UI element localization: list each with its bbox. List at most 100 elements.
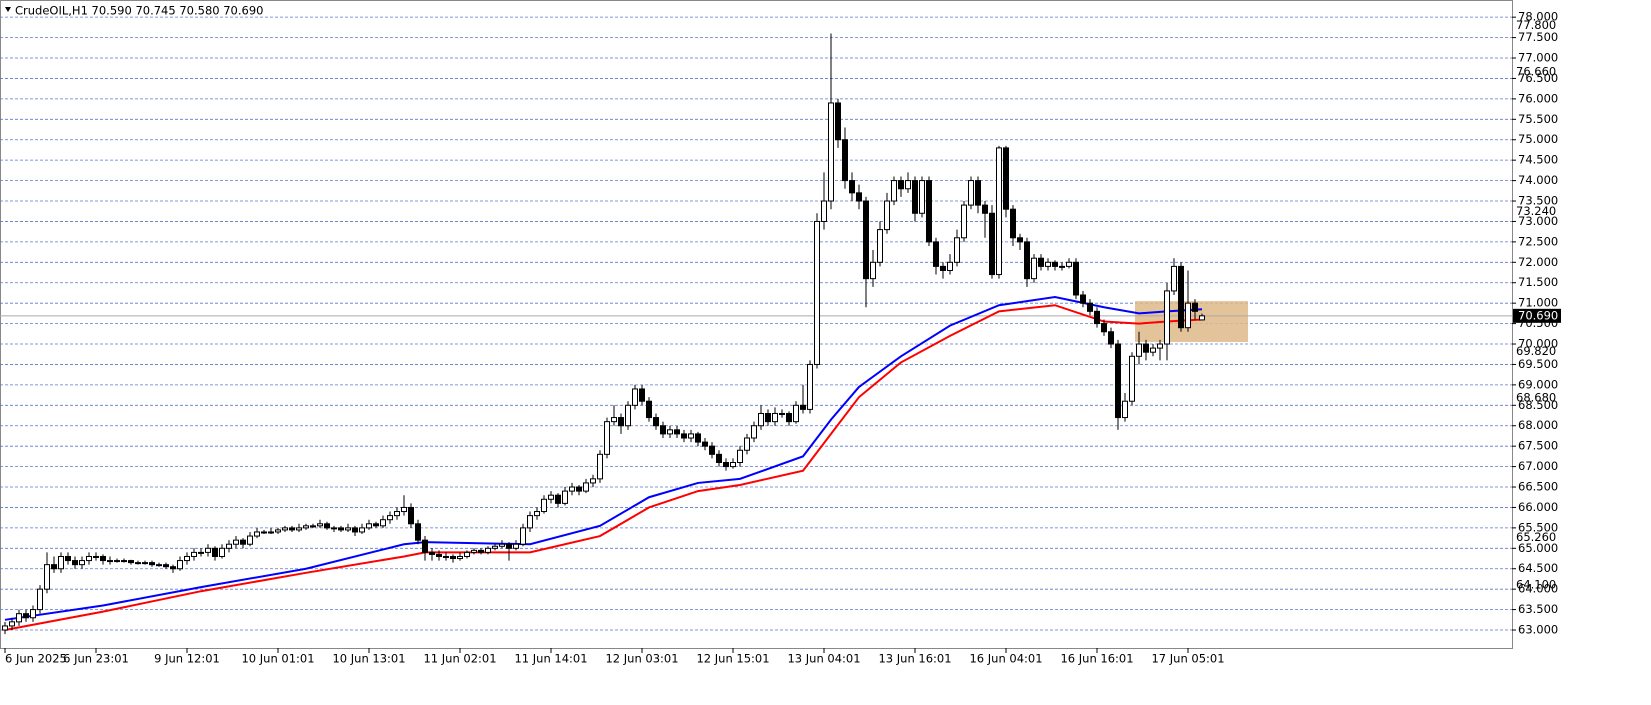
candle-body <box>331 527 337 530</box>
candle-body <box>408 506 414 525</box>
candle-body <box>464 551 470 557</box>
candle-body <box>737 449 743 464</box>
y-tick-label: 65.500 <box>1518 520 1558 534</box>
candle-body <box>898 180 904 190</box>
price-label: 73.240 <box>1516 204 1556 218</box>
price-label: 68.680 <box>1516 390 1556 404</box>
candle-body <box>303 525 309 529</box>
candle-body <box>443 555 449 558</box>
price-label: 77.800 <box>1516 18 1556 32</box>
candle-body <box>982 204 988 214</box>
y-tick-label: 75.000 <box>1518 132 1558 146</box>
candle-body <box>569 486 575 492</box>
candle-body <box>793 404 799 423</box>
candle-body <box>1073 261 1079 296</box>
candle-body <box>1157 343 1163 349</box>
candle-body <box>1108 331 1114 345</box>
candle-body <box>296 527 302 531</box>
candle-body <box>639 388 645 402</box>
candle-body <box>779 412 785 415</box>
candle-body <box>1143 343 1149 353</box>
candle-body <box>135 562 141 565</box>
candle-body <box>1066 261 1072 267</box>
candle-body <box>954 237 960 263</box>
candle-body <box>632 388 638 406</box>
candle-body <box>205 547 211 553</box>
candle-body <box>499 543 505 547</box>
candle-body <box>611 417 617 423</box>
last-price-label: 70.690 <box>1518 308 1558 322</box>
candle-body <box>170 566 176 570</box>
candle-body <box>730 462 736 468</box>
marks <box>2 33 1205 635</box>
zone <box>1135 301 1248 342</box>
candle-body <box>842 139 848 182</box>
price-label: 76.660 <box>1516 64 1556 78</box>
candle-body <box>1129 355 1135 402</box>
candle-body <box>16 613 22 623</box>
candle-body <box>814 220 820 365</box>
candle-body <box>863 200 869 280</box>
candle-body <box>625 404 631 427</box>
candle-body <box>821 200 827 222</box>
candle-body <box>387 515 393 521</box>
y-tick-label: 71.500 <box>1518 275 1558 289</box>
candle-body <box>947 261 953 271</box>
candle-body <box>79 560 85 566</box>
candle-body <box>688 433 694 439</box>
candle-body <box>975 180 981 206</box>
candle-body <box>807 363 813 410</box>
candle-body <box>968 180 974 206</box>
candle-body <box>828 102 834 202</box>
candle-body <box>317 523 323 527</box>
candle-body <box>198 551 204 554</box>
candle-body <box>1080 294 1086 304</box>
candle-body <box>44 564 50 590</box>
candle-body <box>422 539 428 553</box>
candle-body <box>219 547 225 557</box>
candle-body <box>9 621 15 627</box>
candle-body <box>646 400 652 419</box>
candle-body <box>359 527 365 533</box>
y-tick-label: 69.000 <box>1518 377 1558 391</box>
candle-body <box>492 545 498 549</box>
y-tick-label: 65.000 <box>1518 541 1558 555</box>
candle-body <box>1185 302 1191 329</box>
candle-body <box>1094 310 1100 325</box>
y-tick-label: 76.500 <box>1518 71 1558 85</box>
y-tick-label: 70.000 <box>1518 337 1558 351</box>
candle-body <box>835 102 841 141</box>
candle-body <box>394 511 400 517</box>
y-tick-label: 77.000 <box>1518 51 1558 65</box>
candle-body <box>37 588 43 611</box>
candle-body <box>548 494 554 500</box>
candle-body <box>562 490 568 504</box>
x-tick-label: 13 Jun 16:01 <box>878 652 951 666</box>
candle-body <box>345 527 351 531</box>
candle-body <box>184 555 190 562</box>
y-tick-label: 73.500 <box>1518 194 1558 208</box>
candle-body <box>618 417 624 427</box>
x-tick-label: 9 Jun 12:01 <box>154 652 220 666</box>
candle-body <box>254 531 260 537</box>
candle-body <box>590 478 596 484</box>
y-tick-label: 64.000 <box>1518 582 1558 596</box>
price-label: 69.820 <box>1516 344 1556 358</box>
candle-body <box>926 180 932 243</box>
candle-body <box>310 525 316 528</box>
price-label: 65.260 <box>1516 530 1556 544</box>
candle-body <box>429 551 435 555</box>
candle-body <box>751 425 757 439</box>
candle-body <box>485 547 491 553</box>
y-tick-label: 69.500 <box>1518 357 1558 371</box>
candle-body <box>1122 400 1128 419</box>
candle-body <box>30 609 36 619</box>
candle-body <box>653 417 659 427</box>
candle-body <box>1115 343 1121 419</box>
y-tick-label: 77.500 <box>1518 30 1558 44</box>
candle-body <box>1045 261 1051 267</box>
candle-body <box>1199 315 1205 321</box>
candle-body <box>58 555 64 570</box>
candle-body <box>177 560 183 570</box>
candle-body <box>674 429 680 435</box>
